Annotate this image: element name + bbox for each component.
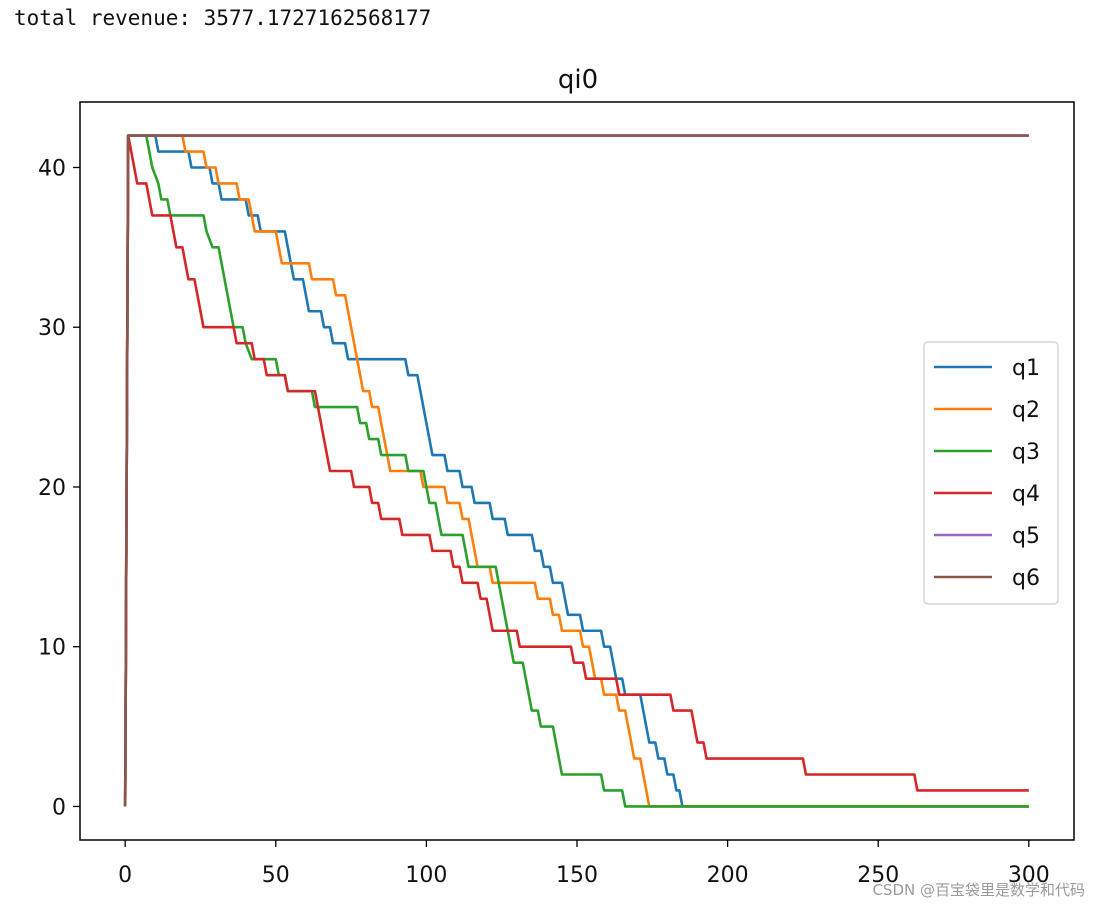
x-tick-label: 300 <box>1008 863 1050 888</box>
chart-title: qi0 <box>558 65 598 95</box>
plot-series <box>123 134 1029 808</box>
x-tick-label: 250 <box>857 863 899 888</box>
series-line-q2 <box>123 134 1029 808</box>
series-line-q4 <box>123 134 1029 807</box>
legend-label: q5 <box>1012 524 1040 549</box>
legend-label: q1 <box>1012 356 1040 381</box>
y-axis: 0 10 20 30 40 <box>38 156 80 820</box>
legend-label: q3 <box>1012 440 1040 465</box>
watermark: CSDN @百宝袋里是数学和代码 <box>872 881 1085 899</box>
legend-label: q4 <box>1012 482 1040 507</box>
legend-item-q5: q5 <box>934 524 1040 549</box>
legend-box <box>923 341 1059 605</box>
x-tick-label: 200 <box>707 863 749 888</box>
series-line-q6 <box>123 134 1029 807</box>
series-line-q1 <box>123 134 1029 808</box>
output-value: 3577.1727162568177 <box>203 6 432 30</box>
legend-label: q6 <box>1012 566 1040 591</box>
y-tick-label: 30 <box>38 316 66 341</box>
series-line-q5 <box>123 134 1029 807</box>
legend: q1 q2 q3 q4 q5 q6 <box>923 341 1059 605</box>
legend-item-q2: q2 <box>934 398 1040 423</box>
legend-item-q6: q6 <box>934 566 1040 591</box>
legend-item-q1: q1 <box>934 356 1040 381</box>
x-axis: 0 50 100 150 200 250 300 <box>118 840 1050 888</box>
y-tick-label: 10 <box>38 636 66 661</box>
y-tick-label: 40 <box>38 156 66 181</box>
y-tick-label: 20 <box>38 476 66 501</box>
x-tick-label: 0 <box>118 863 132 888</box>
output-text: total revenue: 3577.1727162568177 <box>14 6 431 30</box>
series-line-q3 <box>123 134 1029 808</box>
x-tick-label: 150 <box>556 863 598 888</box>
output-prefix: total revenue: <box>14 6 204 30</box>
legend-item-q4: q4 <box>934 482 1040 507</box>
y-tick-label: 0 <box>52 795 66 820</box>
legend-label: q2 <box>1012 398 1040 423</box>
x-tick-label: 100 <box>405 863 447 888</box>
legend-item-q3: q3 <box>934 440 1040 465</box>
x-tick-label: 50 <box>262 863 290 888</box>
